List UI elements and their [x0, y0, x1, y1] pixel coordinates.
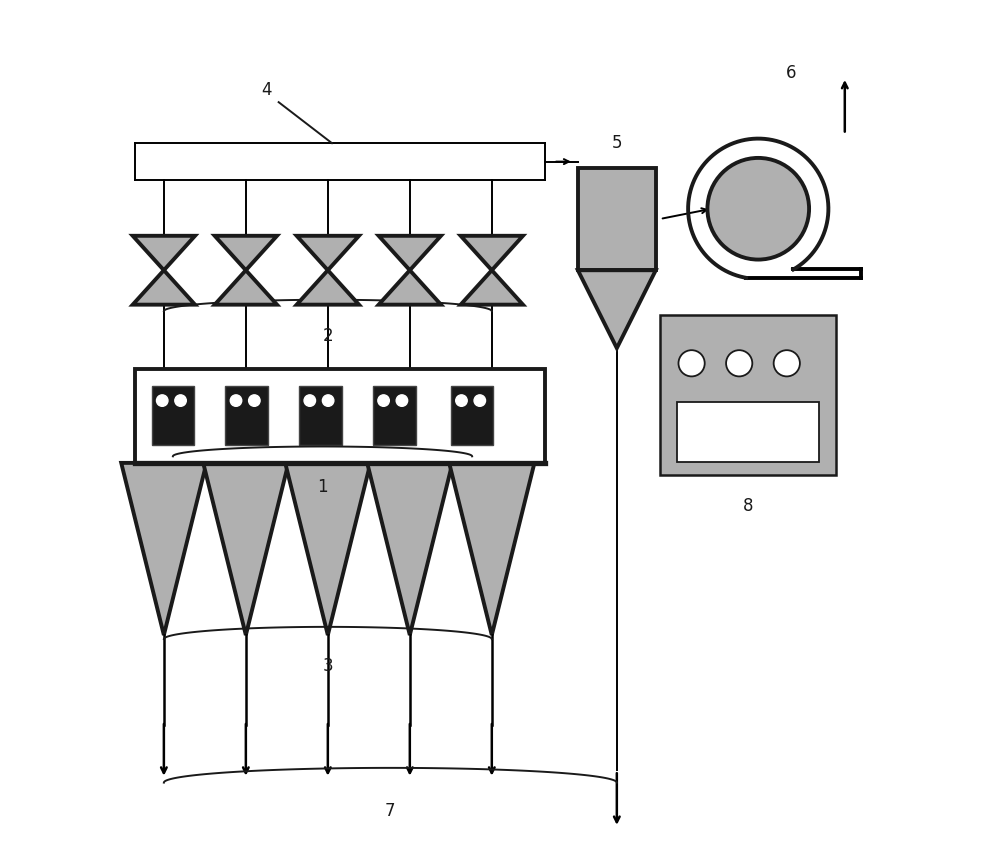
Bar — [451, 386, 493, 445]
Circle shape — [304, 396, 316, 407]
Polygon shape — [203, 463, 288, 635]
Text: 6: 6 — [786, 64, 796, 82]
Polygon shape — [461, 236, 523, 271]
Text: 2: 2 — [323, 327, 333, 345]
Text: 3: 3 — [323, 656, 333, 674]
Circle shape — [322, 396, 334, 407]
Polygon shape — [379, 236, 441, 271]
Polygon shape — [297, 271, 359, 305]
Polygon shape — [133, 236, 195, 271]
Polygon shape — [121, 463, 206, 635]
Bar — [299, 386, 342, 445]
Circle shape — [396, 396, 408, 407]
Circle shape — [175, 396, 186, 407]
Text: 1: 1 — [317, 478, 328, 496]
Circle shape — [156, 396, 168, 407]
Bar — [660, 316, 836, 476]
Polygon shape — [215, 236, 277, 271]
Circle shape — [774, 351, 800, 377]
Polygon shape — [367, 463, 452, 635]
Bar — [373, 386, 416, 445]
Circle shape — [249, 396, 260, 407]
Bar — [677, 402, 819, 463]
Circle shape — [678, 351, 705, 377]
Bar — [152, 386, 194, 445]
Polygon shape — [578, 271, 656, 349]
Circle shape — [474, 396, 486, 407]
Polygon shape — [449, 463, 534, 635]
Bar — [225, 386, 268, 445]
Polygon shape — [133, 271, 195, 305]
Polygon shape — [297, 236, 359, 271]
Polygon shape — [215, 271, 277, 305]
Polygon shape — [285, 463, 370, 635]
Bar — [135, 369, 545, 463]
Circle shape — [707, 159, 809, 260]
Circle shape — [456, 396, 467, 407]
Bar — [578, 169, 656, 271]
Circle shape — [378, 396, 389, 407]
Polygon shape — [379, 271, 441, 305]
Text: 5: 5 — [612, 134, 622, 152]
Text: 8: 8 — [743, 496, 753, 514]
Circle shape — [726, 351, 752, 377]
Polygon shape — [461, 271, 523, 305]
Text: 4: 4 — [261, 81, 272, 99]
Circle shape — [230, 396, 242, 407]
Text: 7: 7 — [385, 801, 396, 819]
